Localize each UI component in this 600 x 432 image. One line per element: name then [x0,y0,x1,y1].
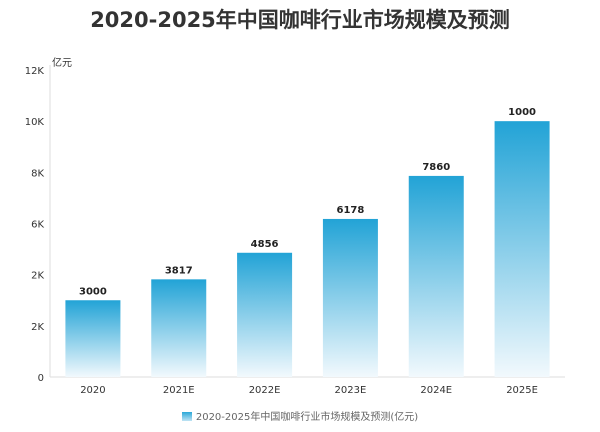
data-label: 6178 [336,205,364,216]
chart-title: 2020-2025年中国咖啡行业市场规模及预测 [90,8,510,32]
y-tick-label: 12K [25,66,45,77]
bar [494,121,550,378]
x-tick-label: 2025E [506,385,538,396]
legend-label: 2020-2025年中国咖啡行业市场规模及预测(亿元) [195,412,419,423]
y-tick-label: 0 [38,373,44,384]
data-label: 4856 [251,239,279,250]
x-tick-label: 2023E [335,385,367,396]
y-tick-label: 6K [31,220,44,231]
legend-swatch [181,412,192,421]
y-tick-label: 10K [25,117,45,128]
bar [151,279,207,377]
bar [65,300,121,377]
bar [237,252,293,377]
data-label: 3000 [79,286,107,297]
x-tick-label: 2021E [163,385,195,396]
bar [408,175,464,377]
y-axis-label: 亿元 [52,56,72,69]
y-tick-label: 8K [31,168,44,179]
legend: 2020-2025年中国咖啡行业市场规模及预测(亿元) [0,408,600,423]
x-tick-label: 2022E [249,385,281,396]
data-label: 3817 [165,265,193,276]
data-label: 1000 [508,107,536,118]
y-tick-label: 2K [31,322,44,333]
bar [322,218,378,377]
x-tick-label: 2020 [80,385,105,396]
y-tick-label: 2K [31,271,44,282]
x-tick-label: 2024E [420,385,452,396]
data-label: 7860 [422,162,450,173]
